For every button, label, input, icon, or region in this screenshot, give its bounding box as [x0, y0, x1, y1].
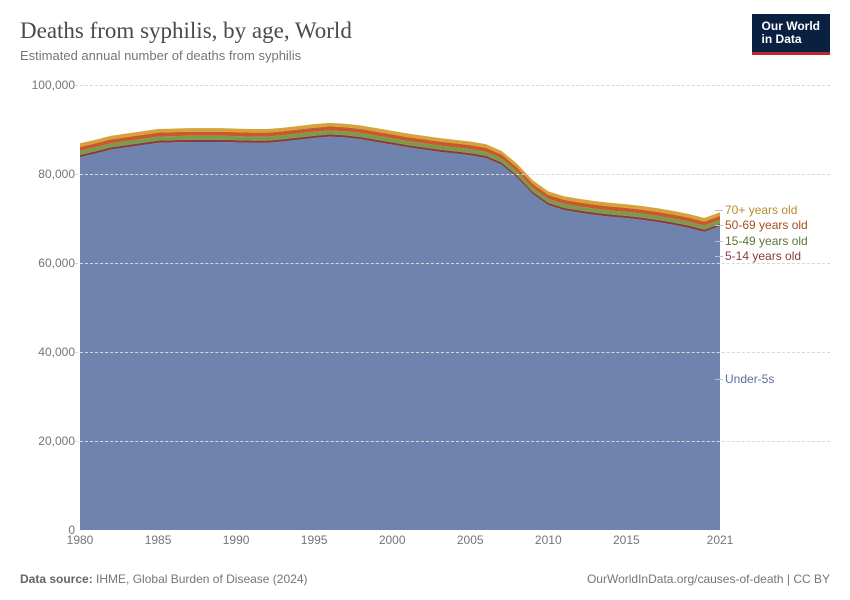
gridline — [75, 174, 830, 175]
chart-subtitle: Estimated annual number of deaths from s… — [20, 48, 830, 63]
chart-area: 020,00040,00060,00080,000100,000 1980198… — [20, 85, 830, 550]
gridline — [75, 441, 830, 442]
chart-title: Deaths from syphilis, by age, World — [20, 18, 830, 44]
logo-line-2: in Data — [762, 32, 802, 46]
logo-line-1: Our World — [762, 19, 820, 33]
y-tick-label: 60,000 — [20, 256, 75, 270]
y-tick-label: 40,000 — [20, 345, 75, 359]
license: CC BY — [793, 572, 830, 586]
series-label: 50-69 years old — [725, 218, 808, 232]
x-tick-label: 2021 — [707, 533, 734, 547]
chart-footer: Data source: IHME, Global Burden of Dise… — [20, 572, 830, 586]
x-tick-label: 1995 — [301, 533, 328, 547]
y-tick-label: 100,000 — [20, 78, 75, 92]
source-value: IHME, Global Burden of Disease (2024) — [96, 572, 307, 586]
label-connector — [715, 210, 723, 211]
x-tick-label: 1980 — [67, 533, 94, 547]
label-connector — [715, 379, 723, 380]
x-tick-label: 1990 — [223, 533, 250, 547]
series-labels: 70+ years old50-69 years old 15-49 years … — [725, 85, 830, 530]
chart-header: Deaths from syphilis, by age, World Esti… — [20, 18, 830, 63]
label-connector — [715, 225, 723, 226]
area-Under-5s — [80, 137, 720, 530]
gridline — [75, 263, 830, 264]
series-label: Under-5s — [725, 372, 774, 386]
x-axis: 198019851990199520002005201020152021 — [80, 530, 720, 550]
x-tick-label: 2000 — [379, 533, 406, 547]
x-tick-label: 2005 — [457, 533, 484, 547]
label-connector — [715, 241, 723, 242]
gridline — [75, 85, 830, 86]
gridline — [75, 352, 830, 353]
plot-region — [80, 85, 720, 530]
x-tick-label: 2010 — [535, 533, 562, 547]
x-tick-label: 1985 — [145, 533, 172, 547]
label-connector — [715, 256, 723, 257]
y-tick-label: 80,000 — [20, 167, 75, 181]
owid-logo[interactable]: Our World in Data — [752, 14, 830, 55]
source-link[interactable]: OurWorldInData.org/causes-of-death — [587, 572, 784, 586]
x-tick-label: 2015 — [613, 533, 640, 547]
series-label: 15-49 years old — [725, 234, 808, 248]
series-label: 5-14 years old — [725, 249, 801, 263]
y-axis: 020,00040,00060,00080,000100,000 — [20, 85, 75, 530]
y-tick-label: 20,000 — [20, 434, 75, 448]
stacked-area-svg — [80, 85, 720, 530]
source-label: Data source: — [20, 572, 93, 586]
source: Data source: IHME, Global Burden of Dise… — [20, 572, 307, 586]
series-label: 70+ years old — [725, 203, 797, 217]
attribution: OurWorldInData.org/causes-of-death | CC … — [587, 572, 830, 586]
